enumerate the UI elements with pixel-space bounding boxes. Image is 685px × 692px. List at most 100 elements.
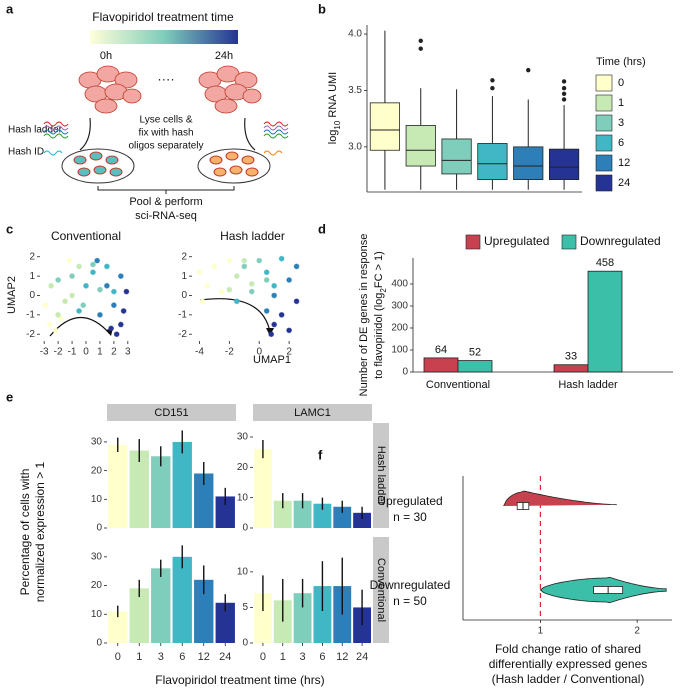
point [46, 321, 53, 328]
bar [194, 579, 214, 643]
outlier [561, 97, 567, 102]
point [104, 263, 110, 270]
bar [423, 357, 459, 373]
bar [215, 496, 235, 528]
point [108, 325, 114, 332]
y-tick-label: -2 [26, 329, 35, 340]
x-axis-label: UMAP1 [253, 354, 291, 366]
label-part: to flavopiridol (log [373, 293, 385, 379]
hashed-cells [209, 151, 259, 177]
x-tick-label: 0 [256, 347, 262, 358]
y-tick-label: 100 [391, 345, 408, 356]
label-part: FC > 1) [373, 251, 385, 288]
x-tick-label: 2 [111, 347, 117, 358]
category-label: n = 50 [393, 594, 427, 608]
point [293, 263, 300, 270]
legend-label: Upregulated [484, 234, 549, 248]
y-tick-label: 0 [181, 290, 187, 301]
point [226, 286, 233, 293]
legend-swatch [595, 114, 613, 132]
panel-letter: e [6, 389, 13, 404]
x-tick-label: 1 [136, 651, 142, 663]
y-tick-label: 30 [91, 551, 103, 562]
point [233, 273, 240, 280]
panel-letter: c [6, 221, 13, 236]
label-part: RNA UMI [327, 72, 339, 121]
point [286, 277, 292, 283]
point [117, 321, 124, 328]
hashed-cells [73, 151, 123, 177]
bar [587, 270, 623, 373]
value-label: 33 [565, 351, 577, 363]
value-label: 52 [469, 346, 481, 358]
x-tick-label: 0 [115, 651, 121, 663]
arrow [244, 117, 256, 151]
point [104, 282, 110, 289]
panel-letter: b [318, 1, 326, 16]
x-tick-label: 12 [198, 651, 210, 663]
y-tick-label: 10 [237, 566, 249, 577]
point [226, 257, 233, 264]
point [204, 282, 210, 289]
legend-label: Downregulated [580, 234, 661, 248]
y-tick-label: 400 [391, 279, 408, 290]
step-text: Pool & perform [129, 196, 202, 208]
point [55, 311, 62, 318]
x-tick-label: 6 [179, 651, 185, 663]
x-tick-label: Hash ladder [558, 379, 618, 391]
legend-swatch [465, 234, 481, 250]
y-tick-label: 0 [96, 523, 102, 534]
y-axis-label: Percentage of cells with [18, 469, 32, 596]
y-tick-label: 3.5 [348, 85, 362, 96]
point [94, 257, 101, 264]
legend-swatch [561, 234, 577, 250]
axis-label: to flavopiridol (log2FC > 1) [373, 251, 388, 379]
point [97, 286, 103, 293]
point [248, 280, 255, 287]
bar [333, 506, 352, 528]
bar [172, 556, 192, 643]
panel-letter: f [318, 447, 323, 462]
y-tick-label: 20 [91, 580, 103, 591]
time-gradient [90, 30, 238, 44]
cells-end [198, 65, 262, 114]
legend-label: 6 [618, 137, 624, 149]
y-tick-label: -1 [26, 309, 35, 320]
label: Hash ID [8, 147, 44, 158]
point [293, 298, 300, 305]
x-tick-label: 24 [356, 651, 368, 663]
x-tick-label: 3 [125, 347, 131, 358]
y-tick-label: 200 [391, 323, 408, 334]
box [548, 148, 580, 180]
point [268, 331, 275, 338]
y-tick-label: 3.0 [348, 142, 362, 153]
time-end: 24h [215, 50, 233, 62]
box [441, 138, 472, 175]
y-tick-label: 5 [242, 602, 248, 613]
step-text: fix with hash [138, 128, 193, 139]
y-tick-label: 1 [181, 271, 187, 282]
outlier [561, 85, 567, 91]
point [113, 331, 120, 338]
label: Hash ladder [8, 125, 63, 136]
x-tick-label: 0 [260, 651, 266, 663]
point [42, 302, 49, 309]
point [248, 288, 255, 295]
bar [293, 593, 312, 643]
point [76, 263, 82, 270]
point [117, 273, 124, 280]
y-tick-label: 2 [29, 251, 35, 262]
point [110, 302, 117, 309]
legend-swatch [595, 134, 613, 152]
x-axis-label: differentially expressed genes [489, 657, 648, 671]
y-axis-label: Number of DE genes in response [358, 234, 370, 397]
bar [172, 441, 192, 528]
x-tick-label: -3 [40, 347, 49, 358]
oligo-squiggles [43, 121, 289, 156]
outlier [418, 38, 423, 43]
y-tick-label: 30 [237, 432, 249, 443]
bar [129, 588, 149, 643]
x-tick-label: 12 [336, 651, 348, 663]
point [83, 282, 89, 289]
y-axis-label: UMAP2 [6, 276, 18, 314]
